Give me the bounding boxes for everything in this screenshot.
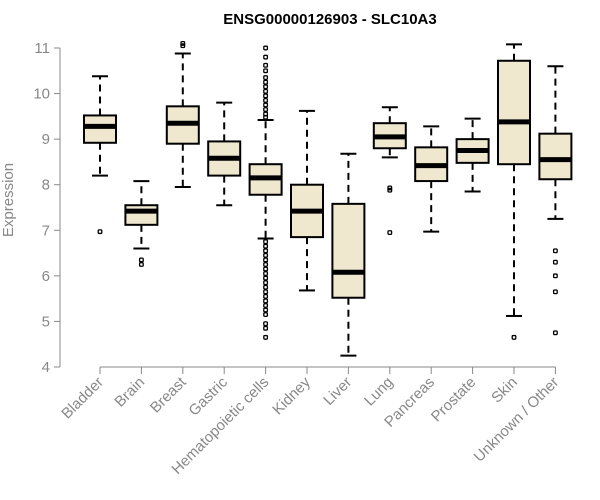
chart-title: ENSG00000126903 - SLC10A3 [223,11,436,28]
outlier-point [263,284,269,290]
outlier-point [180,43,186,49]
x-tick-label: Liver [320,374,355,409]
box-breast [165,40,200,188]
box-gastric [207,101,242,207]
box-hematopoietic-cells [248,45,283,340]
outlier-point [263,321,269,327]
outlier-point [387,185,393,191]
y-tick-label: 10 [33,86,50,103]
box-skin [497,43,531,340]
box-kidney [290,109,324,292]
outlier-point [263,303,269,308]
outlier-point [263,45,269,51]
iqr-box [83,114,117,144]
outlier-point [552,289,558,295]
outlier-point [263,334,269,340]
y-tick-label: 11 [34,40,50,57]
outlier-point [263,93,269,99]
iqr-box [331,202,366,299]
y-tick-label: 6 [42,268,50,285]
box-prostate [455,117,490,193]
outlier-point [263,275,269,281]
outlier-point [97,229,103,235]
iqr-box [497,59,531,166]
y-axis-label: Expression [0,163,17,237]
outlier-point [263,293,269,299]
outlier-point [263,248,269,254]
box-series [83,40,573,357]
outlier-point [263,266,269,272]
x-tick-label: Skin [488,374,521,407]
outlier-point [263,102,269,108]
x-tick-label: Breast [147,373,190,416]
outlier-point [263,289,269,295]
outlier-point [263,68,269,74]
outlier-point [552,259,558,265]
outlier-point [138,257,144,263]
outlier-point [263,257,269,263]
outlier-point [263,84,269,90]
outlier-point [263,252,269,258]
box-liver [331,152,366,357]
outlier-point [263,325,269,331]
y-tick-label: 8 [42,177,50,194]
outlier-point [552,330,558,336]
x-tick-label: Kidney [269,373,314,418]
outlier-point [263,97,269,103]
y-axis: 4 5 6 7 8 9 10 11 [33,40,61,376]
outlier-point [263,307,269,313]
outlier-point [263,239,269,245]
outlier-point [263,107,269,112]
outlier-point [180,40,186,46]
outlier-point [263,88,269,94]
y-tick-label: 7 [42,222,50,239]
outlier-point [263,62,269,68]
outlier-point [263,75,269,81]
box-brain [124,180,159,267]
box-unknown-other [538,65,573,336]
outlier-point [263,271,269,277]
outlier-point [511,334,517,340]
iqr-box [538,132,573,181]
x-tick-label: Lung [361,374,397,410]
x-tick-label: Prostate [428,374,480,426]
y-tick-label: 4 [42,359,50,376]
outlier-point [263,298,269,304]
y-tick-label: 5 [42,313,50,330]
x-tick-label: Bladder [58,374,107,423]
outlier-point [387,187,393,193]
outlier-point [138,262,144,267]
outlier-point [552,273,558,279]
y-tick-label: 9 [42,131,50,148]
x-tick-label: Brain [111,374,148,411]
outlier-point [263,114,269,120]
outlier-point [263,79,269,85]
box-bladder [83,75,117,235]
iqr-box [124,204,159,226]
outlier-point [263,280,269,286]
outlier-point [552,248,558,254]
box-pancreas [414,125,449,233]
outlier-point [387,230,393,236]
outlier-point [263,243,269,249]
box-lung [372,106,407,236]
outlier-point [263,312,269,318]
outlier-point [263,262,269,267]
outlier-point [263,54,269,60]
